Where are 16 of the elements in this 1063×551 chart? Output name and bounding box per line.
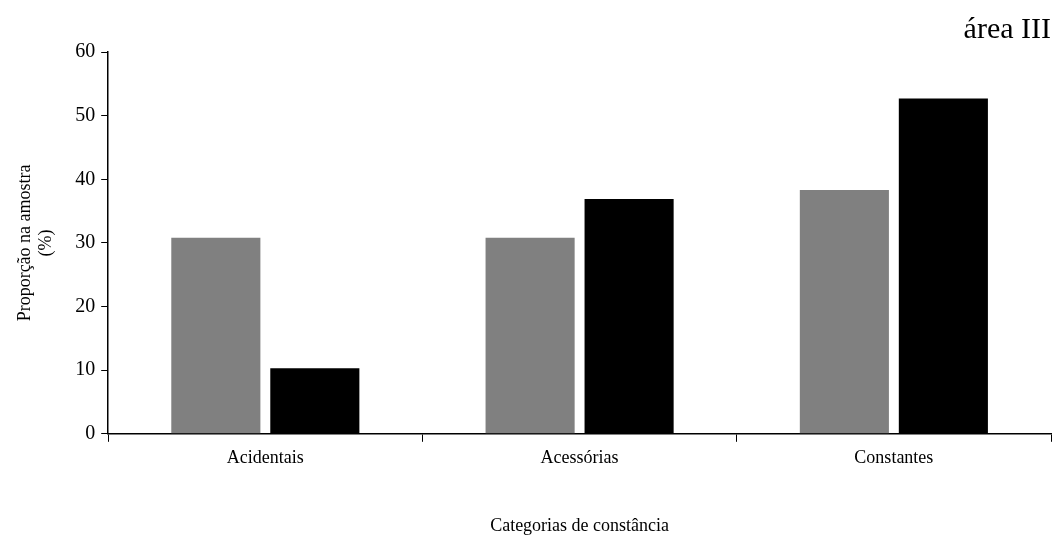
x-tick-label: Constantes — [854, 447, 934, 468]
y-tick-label: 60 — [75, 39, 96, 62]
bar — [799, 190, 889, 434]
x-tick-label: Acessórias — [540, 447, 619, 468]
y-tick-label: 20 — [75, 293, 96, 316]
y-tick-label: 10 — [75, 357, 96, 380]
bar — [171, 237, 261, 434]
y-tick-label: 40 — [75, 166, 96, 189]
x-axis-title: Categorias de constância — [490, 514, 670, 535]
y-tick-label: 30 — [75, 230, 96, 253]
x-tick-label: Acidentais — [226, 447, 304, 468]
y-tick-label: 50 — [75, 102, 96, 125]
y-tick-label: 0 — [85, 421, 96, 444]
y-axis-title: Proporção na amostra (%) — [13, 164, 57, 322]
bar — [485, 237, 575, 434]
chart-title: área III — [963, 10, 1051, 44]
